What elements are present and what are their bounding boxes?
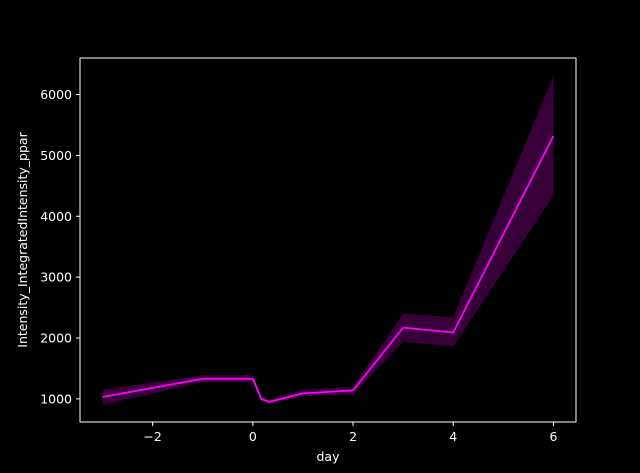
x-tick-label: 4 xyxy=(449,429,457,444)
series-line-0 xyxy=(102,135,555,403)
x-tick-label: 6 xyxy=(549,429,557,444)
y-tick-label: 4000 xyxy=(40,209,72,224)
plot-area xyxy=(102,75,555,405)
x-tick-label: 2 xyxy=(349,429,357,444)
axes-frame xyxy=(79,57,577,423)
x-axis-label: day xyxy=(317,449,341,464)
y-tick-label: 3000 xyxy=(40,270,72,285)
y-axis-label: Intensity_IntegratedIntensity_ppar xyxy=(15,131,30,347)
ticks: −2 0 2 4 6 1000 2000 3000 4000 5000 6000 xyxy=(40,87,557,444)
y-tick-label: 2000 xyxy=(40,331,72,346)
y-tick-label: 5000 xyxy=(40,148,72,163)
x-tick-label: −2 xyxy=(143,429,161,444)
y-tick-label: 6000 xyxy=(40,87,72,102)
x-tick-label: 0 xyxy=(249,429,257,444)
confidence-band-0 xyxy=(102,75,554,405)
y-tick-label: 1000 xyxy=(40,391,72,406)
